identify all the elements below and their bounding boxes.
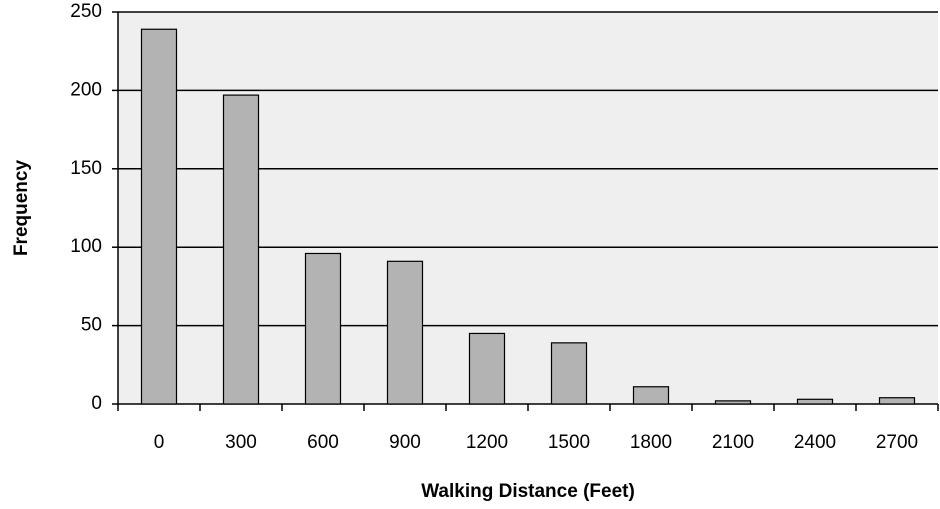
y-tick-label: 100 xyxy=(70,236,102,257)
y-tick-label: 200 xyxy=(70,79,102,100)
y-tick-label: 150 xyxy=(70,158,102,179)
x-tick-label: 2400 xyxy=(794,432,836,453)
y-tick-label: 0 xyxy=(91,393,102,414)
x-tick-label: 2100 xyxy=(712,432,754,453)
x-tick-label: 1800 xyxy=(630,432,672,453)
bar xyxy=(632,386,670,405)
bar xyxy=(468,332,506,405)
x-tick-label: 2700 xyxy=(876,432,918,453)
bar xyxy=(304,252,342,405)
y-tick-label: 250 xyxy=(70,1,102,22)
x-tick-label: 0 xyxy=(154,432,165,453)
x-axis-title: Walking Distance (Feet) xyxy=(421,481,635,502)
x-tick-label: 600 xyxy=(307,432,339,453)
bar xyxy=(140,28,178,405)
x-tick-label: 300 xyxy=(225,432,257,453)
x-tick-label: 900 xyxy=(389,432,421,453)
bar xyxy=(796,398,834,405)
y-tick-label: 50 xyxy=(81,315,102,336)
bar xyxy=(878,397,916,405)
x-tick-label: 1200 xyxy=(466,432,508,453)
bar xyxy=(386,260,424,405)
bar xyxy=(222,94,260,405)
y-axis-title: Frequency xyxy=(11,160,32,257)
bar xyxy=(550,342,588,405)
x-tick-label: 1500 xyxy=(548,432,590,453)
bar xyxy=(714,400,752,405)
